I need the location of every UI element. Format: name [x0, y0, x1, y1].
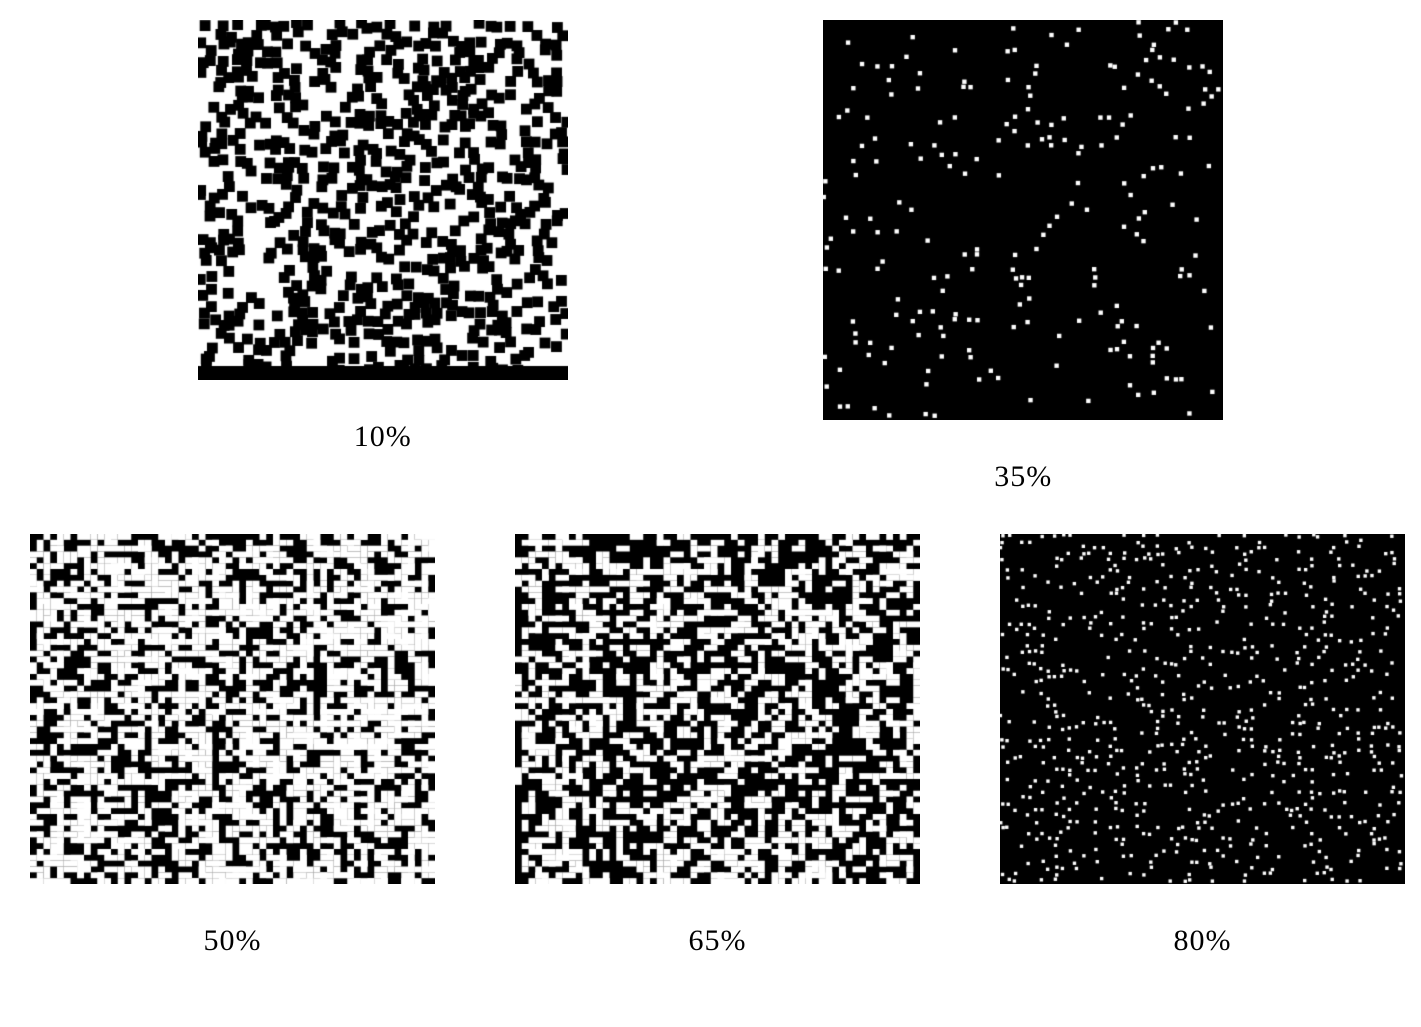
dither-swatch-35: [823, 20, 1223, 420]
swatch-label-80: 80%: [1174, 924, 1232, 958]
figure-row-2: 50% 65% 80%: [20, 534, 1401, 958]
swatch-cell-65: 65%: [515, 534, 920, 958]
swatch-cell-50: 50%: [30, 534, 435, 958]
swatch-label-65: 65%: [689, 924, 747, 958]
dither-swatch-50: [30, 534, 435, 884]
swatch-cell-10: 10%: [198, 20, 568, 454]
swatch-cell-35: 35%: [823, 20, 1223, 494]
swatch-label-50: 50%: [204, 924, 262, 958]
figure-row-1: 10% 35%: [20, 20, 1401, 494]
dither-swatch-65: [515, 534, 920, 884]
swatch-label-10: 10%: [354, 420, 412, 454]
figure-page: 10% 35% 50% 65% 80%: [0, 0, 1421, 1027]
dither-swatch-10: [198, 20, 568, 380]
dither-swatch-80: [1000, 534, 1405, 884]
swatch-label-35: 35%: [994, 460, 1052, 494]
swatch-cell-80: 80%: [1000, 534, 1405, 958]
